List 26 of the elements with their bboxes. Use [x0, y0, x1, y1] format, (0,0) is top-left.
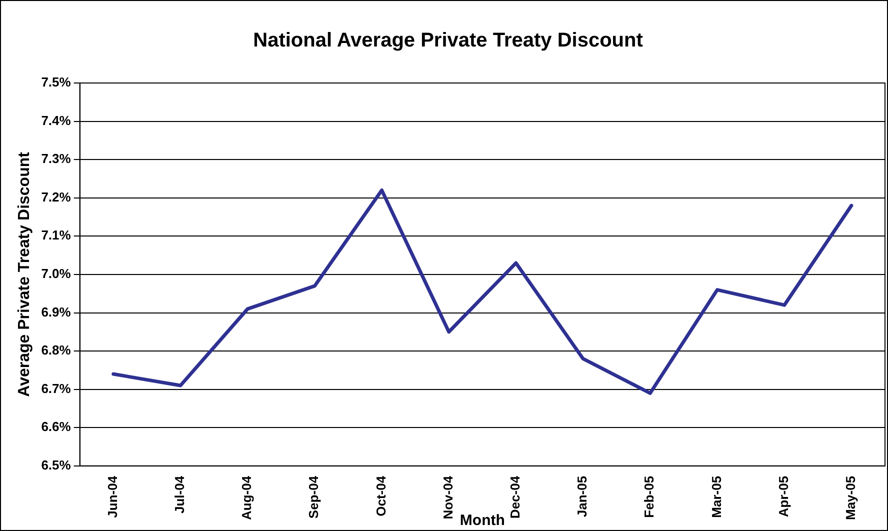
x-tick-label: Aug-04 — [239, 475, 254, 520]
y-tick-label: 7.4% — [41, 112, 72, 128]
y-tick-label: 7.1% — [41, 228, 72, 243]
y-tick-label: 6.8% — [41, 342, 72, 358]
x-axis-title: Month — [460, 512, 505, 530]
x-tick-label: Jun-04 — [104, 475, 120, 518]
y-tick-label: 6.9% — [41, 304, 72, 320]
x-tick-label: Mar-05 — [708, 476, 724, 518]
y-tick-label: 7.0% — [41, 266, 72, 282]
x-tick-label: Jan-05 — [574, 476, 590, 518]
y-tick-label: 7.3% — [41, 151, 72, 166]
x-tick-label: Oct-04 — [373, 475, 388, 516]
x-tick-label: Feb-05 — [642, 476, 657, 518]
chart-title: National Average Private Treaty Discount — [253, 30, 644, 52]
y-tick-label: 7.5% — [41, 74, 72, 90]
x-tick-label: May-05 — [843, 476, 858, 520]
y-tick-label: 7.2% — [41, 189, 72, 204]
x-tick-label: Nov-04 — [440, 475, 456, 520]
x-tick-label: Jul-04 — [172, 475, 188, 514]
x-tick-label: Apr-05 — [776, 476, 791, 518]
y-tick-label: 6.7% — [41, 380, 72, 396]
y-tick-label: 6.5% — [41, 458, 72, 472]
y-axis-title: Average Private Treaty Discount — [16, 151, 34, 397]
x-tick-label: Dec-04 — [508, 475, 523, 519]
x-tick-label: Sep-04 — [306, 475, 322, 519]
y-tick-label: 6.6% — [41, 419, 72, 434]
